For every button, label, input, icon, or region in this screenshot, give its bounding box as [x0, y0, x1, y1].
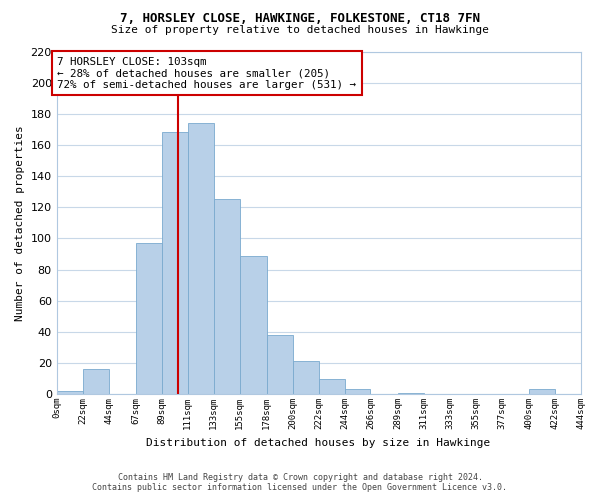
Bar [398, 392, 424, 394]
Y-axis label: Number of detached properties: Number of detached properties [15, 125, 25, 320]
Bar [266, 335, 293, 394]
Bar [239, 256, 266, 394]
Bar [214, 200, 239, 394]
Bar [293, 362, 319, 394]
Text: 7 HORSLEY CLOSE: 103sqm
← 28% of detached houses are smaller (205)
72% of semi-d: 7 HORSLEY CLOSE: 103sqm ← 28% of detache… [57, 56, 356, 90]
Text: Contains HM Land Registry data © Crown copyright and database right 2024.
Contai: Contains HM Land Registry data © Crown c… [92, 473, 508, 492]
Bar [136, 243, 161, 394]
Bar [188, 123, 214, 394]
Bar [83, 369, 109, 394]
Bar [529, 390, 554, 394]
Bar [161, 132, 188, 394]
Bar [344, 390, 370, 394]
Bar [319, 378, 344, 394]
Text: 7, HORSLEY CLOSE, HAWKINGE, FOLKESTONE, CT18 7FN: 7, HORSLEY CLOSE, HAWKINGE, FOLKESTONE, … [120, 12, 480, 26]
Text: Size of property relative to detached houses in Hawkinge: Size of property relative to detached ho… [111, 25, 489, 35]
X-axis label: Distribution of detached houses by size in Hawkinge: Distribution of detached houses by size … [146, 438, 491, 448]
Bar [56, 391, 83, 394]
